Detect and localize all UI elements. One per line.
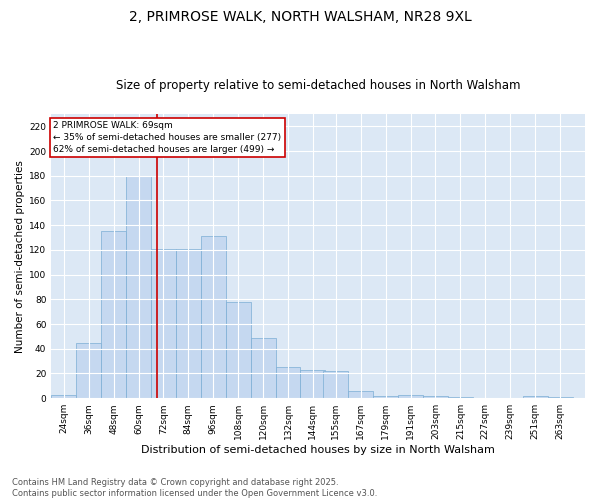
Bar bbox=[251, 338, 275, 398]
Bar bbox=[323, 371, 348, 398]
Bar bbox=[151, 248, 176, 398]
Bar bbox=[348, 391, 373, 398]
Bar bbox=[51, 394, 76, 398]
X-axis label: Distribution of semi-detached houses by size in North Walsham: Distribution of semi-detached houses by … bbox=[141, 445, 495, 455]
Bar bbox=[226, 302, 251, 398]
Bar bbox=[523, 396, 548, 398]
Bar bbox=[301, 370, 325, 398]
Bar bbox=[201, 236, 226, 398]
Bar bbox=[126, 176, 151, 398]
Bar bbox=[423, 396, 448, 398]
Bar bbox=[176, 248, 201, 398]
Bar bbox=[373, 396, 398, 398]
Bar bbox=[548, 397, 572, 398]
Bar bbox=[398, 394, 423, 398]
Text: Contains HM Land Registry data © Crown copyright and database right 2025.
Contai: Contains HM Land Registry data © Crown c… bbox=[12, 478, 377, 498]
Bar bbox=[448, 397, 473, 398]
Bar bbox=[76, 342, 101, 398]
Y-axis label: Number of semi-detached properties: Number of semi-detached properties bbox=[15, 160, 25, 352]
Bar bbox=[101, 232, 126, 398]
Text: 2 PRIMROSE WALK: 69sqm
← 35% of semi-detached houses are smaller (277)
62% of se: 2 PRIMROSE WALK: 69sqm ← 35% of semi-det… bbox=[53, 122, 281, 154]
Title: Size of property relative to semi-detached houses in North Walsham: Size of property relative to semi-detach… bbox=[116, 79, 520, 92]
Bar bbox=[275, 368, 301, 398]
Text: 2, PRIMROSE WALK, NORTH WALSHAM, NR28 9XL: 2, PRIMROSE WALK, NORTH WALSHAM, NR28 9X… bbox=[128, 10, 472, 24]
